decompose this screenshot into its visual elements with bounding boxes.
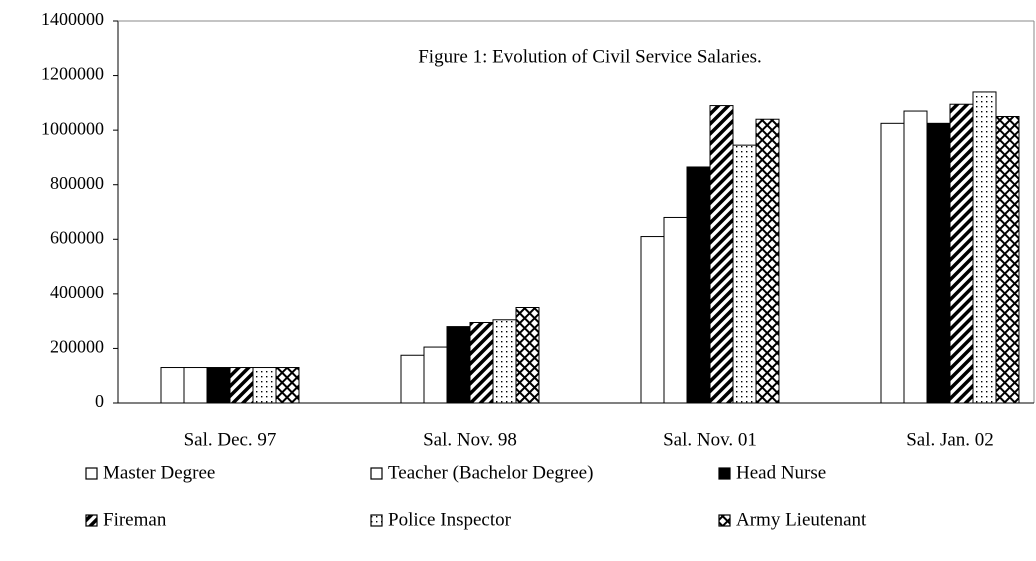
bar <box>206 367 231 404</box>
bar <box>446 326 471 404</box>
y-tick-label: 200000 <box>50 337 104 357</box>
bar <box>732 144 757 404</box>
bar <box>229 367 254 404</box>
bar <box>972 91 997 404</box>
chart-title: Figure 1: Evolution of Civil Service Sal… <box>418 46 762 67</box>
bar <box>755 118 780 404</box>
bar <box>160 367 185 404</box>
legend-swatch <box>370 467 383 480</box>
x-tick-label: Sal. Jan. 02 <box>906 429 994 450</box>
bar <box>949 103 974 404</box>
y-tick-label: 400000 <box>50 282 104 302</box>
y-tick-label: 1400000 <box>41 9 104 29</box>
bar <box>663 216 688 404</box>
x-tick-label: Sal. Dec. 97 <box>184 429 277 450</box>
y-tick-label: 800000 <box>50 173 104 193</box>
legend-label: Police Inspector <box>388 509 512 530</box>
legend-swatch <box>718 514 731 527</box>
bar <box>926 122 951 404</box>
bar <box>880 122 905 404</box>
bar <box>640 236 665 404</box>
legend-swatch <box>85 514 98 527</box>
bar <box>252 367 277 404</box>
legend-label: Fireman <box>103 509 167 530</box>
legend-label: Army Lieutenant <box>736 509 867 530</box>
bar <box>183 367 208 404</box>
legend-swatch <box>85 467 98 480</box>
bar <box>469 322 494 404</box>
legend-label: Master Degree <box>103 462 215 483</box>
bar <box>275 367 300 404</box>
legend-label: Teacher (Bachelor Degree) <box>388 462 593 483</box>
y-tick-label: 600000 <box>50 227 104 247</box>
bar <box>400 354 425 404</box>
y-tick-label: 1200000 <box>41 64 104 84</box>
x-tick-label: Sal. Nov. 98 <box>423 429 517 450</box>
bar <box>515 307 540 404</box>
legend-swatch <box>370 514 383 527</box>
bar <box>995 116 1020 404</box>
bar <box>903 110 928 404</box>
bar <box>492 319 517 404</box>
legend-swatch <box>718 467 731 480</box>
bar <box>686 166 711 404</box>
x-tick-label: Sal. Nov. 01 <box>663 429 757 450</box>
y-tick-label: 1000000 <box>41 118 104 138</box>
bar <box>423 346 448 404</box>
bar <box>709 105 734 404</box>
y-tick-label: 0 <box>95 391 104 411</box>
legend-label: Head Nurse <box>736 462 826 483</box>
